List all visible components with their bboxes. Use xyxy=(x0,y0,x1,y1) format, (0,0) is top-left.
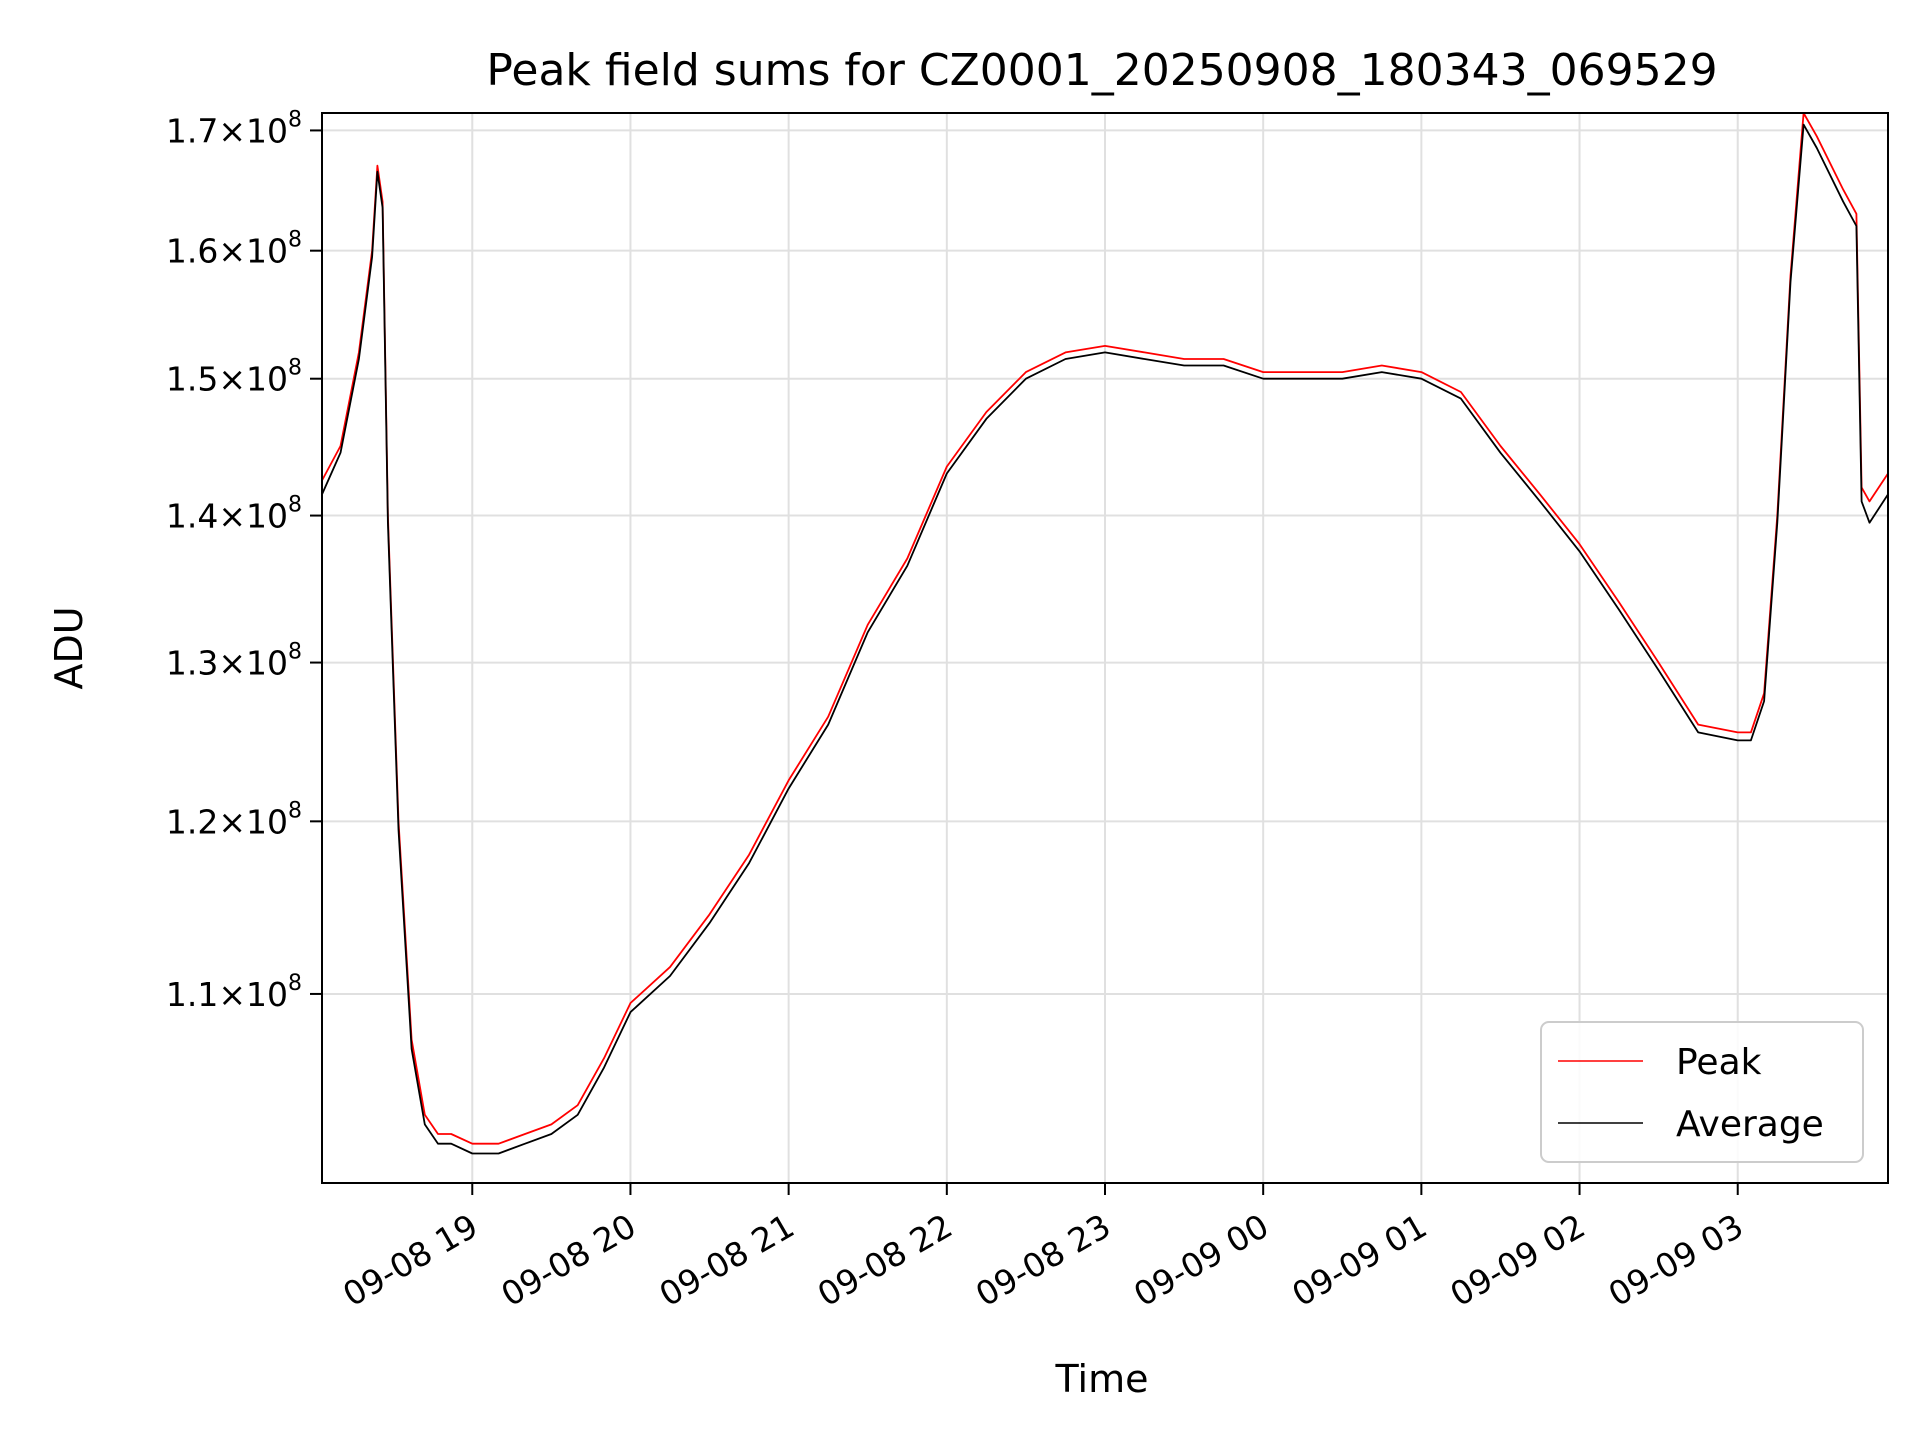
y-tick-exponent: 8 xyxy=(288,493,302,518)
x-tick-label: 09-08 23 xyxy=(969,1206,1117,1314)
x-tick-label: 09-08 19 xyxy=(336,1206,484,1314)
chart-title: Peak field sums for CZ0001_20250908_1803… xyxy=(486,45,1717,96)
y-tick-base: 10 xyxy=(246,232,288,271)
y-tick-label: 1.2×108 xyxy=(166,798,302,841)
legend-label-peak: Peak xyxy=(1676,1042,1762,1083)
series-line-average xyxy=(322,123,1888,1155)
x-axis-label: Time xyxy=(1055,1357,1149,1401)
x-tick-label: 09-09 01 xyxy=(1285,1206,1433,1314)
y-tick-mantissa: 1.1 xyxy=(166,975,218,1014)
y-tick-mantissa: 1.4 xyxy=(166,497,218,536)
y-tick-exponent: 8 xyxy=(288,971,302,996)
y-tick-times: × xyxy=(218,644,246,683)
y-tick-label: 1.6×108 xyxy=(166,228,302,271)
y-tick-mantissa: 1.7 xyxy=(166,111,218,150)
y-tick-times: × xyxy=(218,975,246,1014)
x-tick-label: 09-09 00 xyxy=(1127,1206,1275,1314)
y-axis-label: ADU xyxy=(47,606,91,689)
y-tick-base: 10 xyxy=(246,497,288,536)
legend: Peak Average xyxy=(1540,1021,1864,1163)
x-tick-label: 09-09 03 xyxy=(1602,1206,1750,1314)
grid xyxy=(322,113,1888,1183)
series-line-peak xyxy=(322,113,1888,1145)
y-tick-exponent: 8 xyxy=(288,228,302,253)
x-tick-label: 09-09 02 xyxy=(1444,1206,1592,1314)
y-tick-base: 10 xyxy=(246,644,288,683)
y-tick-label: 1.3×108 xyxy=(166,640,302,683)
y-tick-base: 10 xyxy=(246,111,288,150)
y-tick-label: 1.5×108 xyxy=(166,356,302,399)
legend-box xyxy=(1540,1021,1864,1163)
y-tick-times: × xyxy=(218,360,246,399)
y-tick-label: 1.4×108 xyxy=(166,493,302,536)
x-tick-label: 09-08 21 xyxy=(653,1206,801,1314)
y-tick-label: 1.1×108 xyxy=(166,971,302,1014)
series-layer xyxy=(322,113,1888,1155)
y-tick-times: × xyxy=(218,802,246,841)
y-tick-mantissa: 1.5 xyxy=(166,360,218,399)
y-tick-mantissa: 1.3 xyxy=(166,644,218,683)
x-tick-label: 09-08 20 xyxy=(494,1206,642,1314)
x-tick-label: 09-08 22 xyxy=(811,1206,959,1314)
y-tick-times: × xyxy=(218,232,246,271)
y-tick-mantissa: 1.2 xyxy=(166,802,218,841)
y-tick-exponent: 8 xyxy=(288,798,302,823)
y-tick-label: 1.7×108 xyxy=(166,107,302,150)
y-tick-times: × xyxy=(218,111,246,150)
y-tick-times: × xyxy=(218,497,246,536)
y-tick-mantissa: 1.6 xyxy=(166,232,218,271)
y-tick-exponent: 8 xyxy=(288,356,302,381)
y-tick-base: 10 xyxy=(246,802,288,841)
y-axis: 1.1×1081.2×1081.3×1081.4×1081.5×1081.6×1… xyxy=(166,107,322,1014)
legend-label-average: Average xyxy=(1676,1104,1824,1145)
y-tick-base: 10 xyxy=(246,975,288,1014)
x-axis: 09-08 19 09-08 20 09-08 21 09-08 22 09-08 23… xyxy=(336,1183,1750,1314)
y-tick-base: 10 xyxy=(246,360,288,399)
y-tick-exponent: 8 xyxy=(288,107,302,132)
y-tick-exponent: 8 xyxy=(288,640,302,665)
